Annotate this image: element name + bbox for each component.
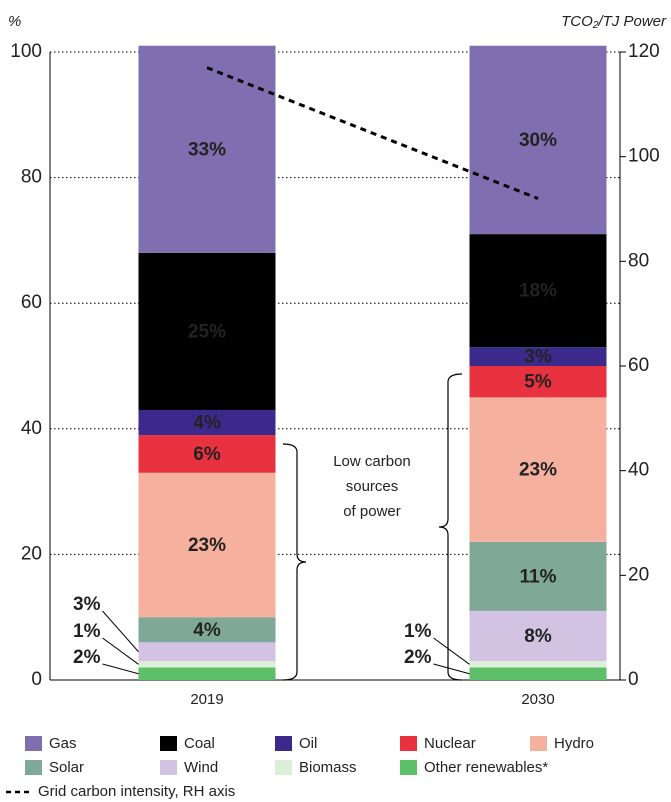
legend-label: Oil — [299, 735, 317, 752]
leader-line — [433, 637, 470, 665]
bar-segment — [469, 397, 607, 542]
data-label: 6% — [193, 444, 221, 465]
annotation: sources — [346, 478, 399, 495]
legend-swatch — [275, 760, 292, 775]
legend-label: Other renewables* — [424, 759, 548, 776]
annotation: Low carbon — [333, 453, 411, 470]
y-tick-label: 20 — [21, 543, 42, 564]
legend-label: Solar — [49, 759, 84, 776]
data-label: 25% — [188, 321, 226, 342]
legend-swatch — [275, 736, 292, 751]
data-label: 3% — [73, 594, 101, 615]
y-tick-label: 100 — [10, 41, 42, 62]
bar-segment — [138, 472, 276, 618]
data-label: 18% — [519, 281, 557, 302]
y2-axis-label: TCO₂/TJ Power — [561, 13, 667, 30]
bar-segment — [469, 661, 607, 668]
y2-tick-label: 40 — [628, 460, 649, 481]
bar-segment — [138, 435, 276, 473]
y-tick-label: 60 — [21, 292, 42, 313]
x-tick-label: 2019 — [190, 691, 223, 708]
data-label: 2% — [73, 647, 101, 668]
bar-segment — [138, 45, 276, 253]
data-label: 30% — [519, 130, 557, 151]
y2-tick-label: 80 — [628, 250, 649, 271]
leader-line — [102, 610, 139, 653]
y2-tick-label: 20 — [628, 564, 649, 585]
data-label: 1% — [73, 621, 101, 642]
legend-label: Nuclear — [424, 735, 476, 752]
leader-line — [433, 663, 470, 675]
y-axis-label: % — [8, 13, 21, 30]
bar-segment — [138, 661, 276, 668]
bar-segment — [469, 610, 607, 662]
legend-label: Grid carbon intensity, RH axis — [38, 783, 235, 800]
data-label: 2% — [404, 647, 432, 668]
bar-segment — [469, 667, 607, 680]
y2-tick-label: 100 — [628, 146, 660, 167]
bar-segment — [138, 667, 276, 680]
data-label: 11% — [520, 566, 557, 587]
legend-swatch — [400, 736, 417, 751]
legend-swatch — [160, 736, 177, 751]
data-label: 23% — [188, 535, 226, 556]
legend-swatch — [160, 760, 177, 775]
braces — [282, 373, 463, 681]
data-label: 23% — [519, 460, 557, 481]
data-label: 33% — [188, 139, 226, 160]
data-label: 3% — [524, 347, 552, 368]
leader-line — [102, 637, 139, 665]
data-label: 4% — [193, 620, 221, 641]
y-tick-label: 40 — [21, 418, 42, 439]
line-series — [206, 66, 539, 200]
legend-swatch — [530, 736, 547, 751]
bar-segment — [469, 45, 607, 235]
legend-swatch — [25, 760, 42, 775]
y2-tick-label: 0 — [628, 669, 639, 690]
legend-label: Biomass — [299, 759, 357, 776]
legend-swatch — [25, 736, 42, 751]
y2-tick-label: 60 — [628, 355, 649, 376]
bar-segment — [138, 252, 276, 410]
data-label: 8% — [524, 626, 552, 647]
y-tick-label: 0 — [31, 669, 42, 690]
bar-segment — [138, 409, 276, 436]
data-label: 5% — [524, 372, 552, 393]
leader-line — [102, 663, 139, 675]
y-tick-label: 80 — [21, 167, 42, 188]
data-label: 1% — [404, 621, 432, 642]
legend-label: Hydro — [554, 735, 594, 752]
annotation: of power — [343, 503, 401, 520]
bar-segment — [469, 366, 607, 398]
bar-segment — [138, 617, 276, 643]
x-tick-label: 2030 — [521, 691, 554, 708]
bar-segment — [469, 347, 607, 366]
brace-2030 — [438, 373, 463, 681]
legend-swatch — [400, 760, 417, 775]
data-label: 4% — [193, 413, 221, 434]
legend-label: Coal — [184, 735, 215, 752]
legend-label: Gas — [49, 735, 77, 752]
brace-2019 — [282, 443, 307, 681]
y2-tick-label: 120 — [628, 41, 660, 62]
bar-segment — [138, 642, 276, 662]
bar-segment — [469, 541, 607, 611]
legend-label: Wind — [184, 759, 218, 776]
bar-segment — [469, 234, 607, 348]
